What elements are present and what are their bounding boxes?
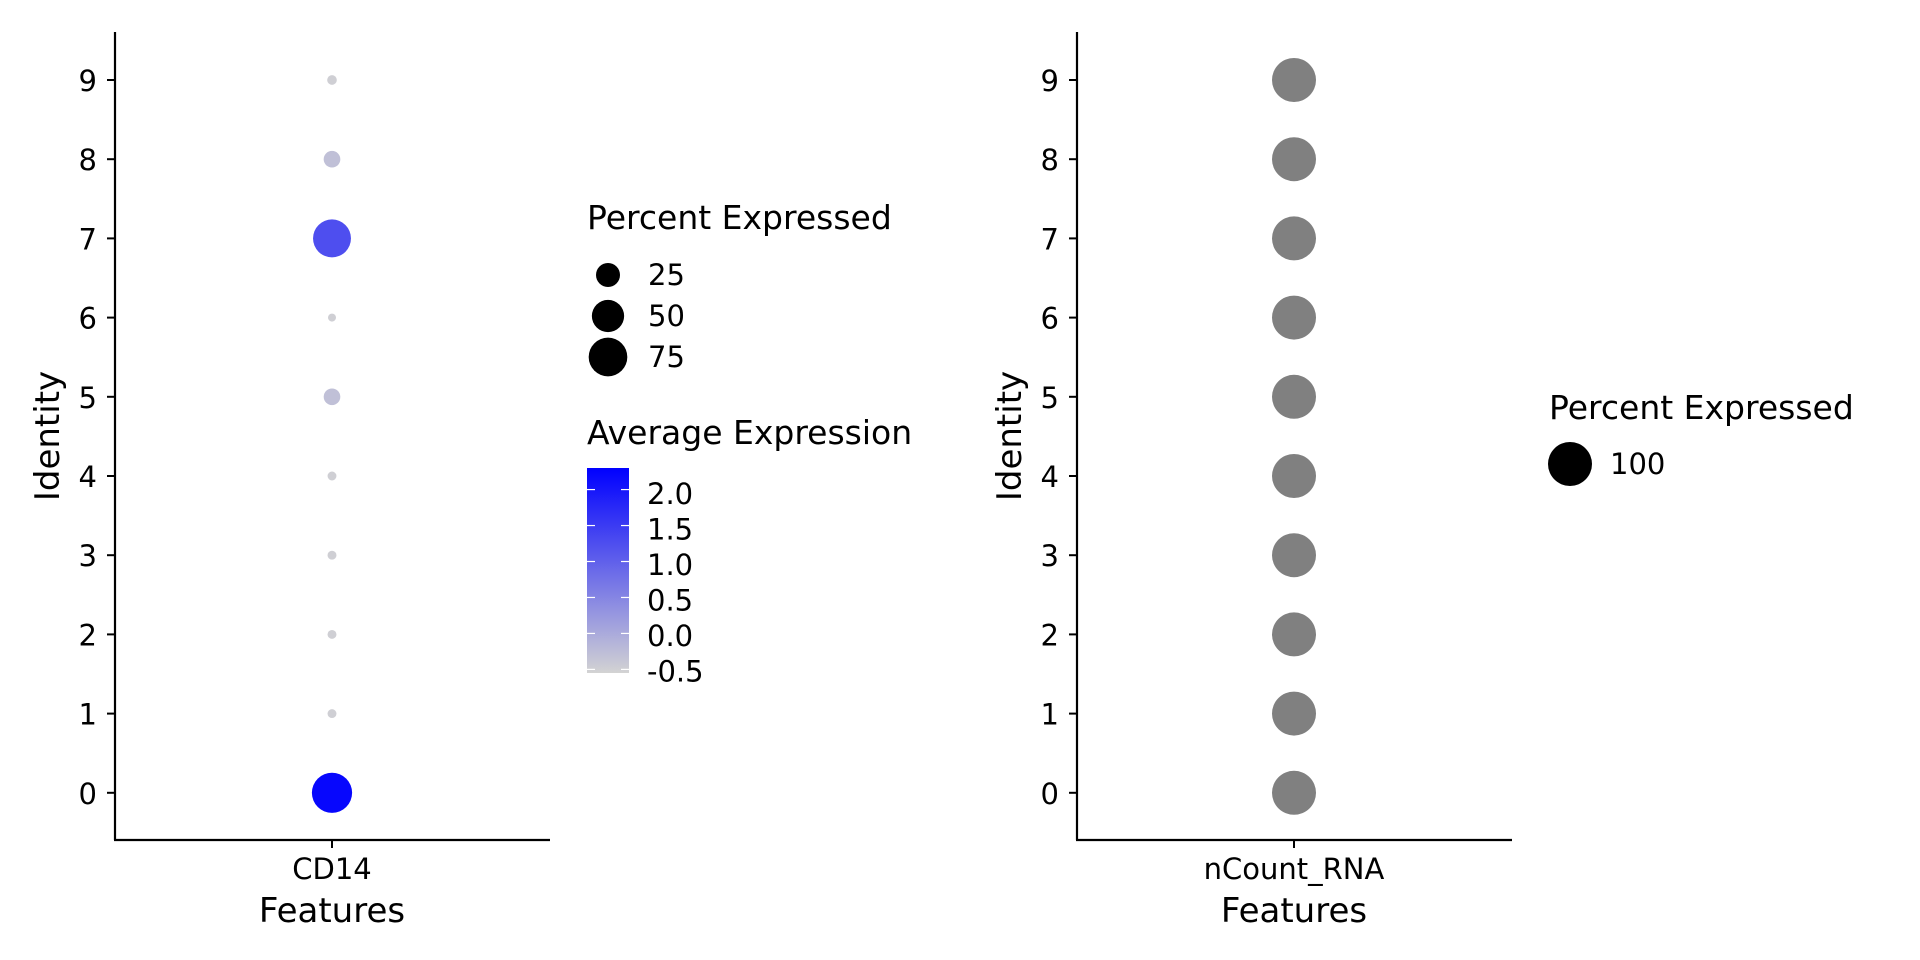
panel-2-y-tick-label: 7 <box>1041 222 1059 256</box>
panel-1-y-axis-title: Identity <box>28 371 68 501</box>
panel-1-y-tick-label: 0 <box>79 777 97 811</box>
size-legend-1-key-dot <box>591 299 625 333</box>
dot-identity-3 <box>1272 533 1316 578</box>
panel-1-x-tick-label: CD14 <box>292 852 371 886</box>
color-legend-bar <box>587 468 629 673</box>
panel-ncount-rna: 0 1 2 3 4 5 6 7 8 9 nCount_RNA Features Identity <box>990 32 1512 931</box>
panel-1-y-tick-label: 3 <box>79 539 97 573</box>
panel-2-y-tick-label: 1 <box>1041 698 1059 732</box>
size-legend-1-title: Percent Expressed <box>587 198 892 237</box>
panel-2-y-tick-label: 2 <box>1041 618 1059 652</box>
dot-identity-1 <box>327 709 337 719</box>
panel-1-y-tick-label: 4 <box>79 460 97 494</box>
panel-1-y-tick-label: 1 <box>79 698 97 732</box>
color-legend-tick-label: 0.5 <box>647 584 693 618</box>
dot-identity-3 <box>327 550 337 560</box>
panel-2-x-tick-label: nCount_RNA <box>1204 852 1385 886</box>
color-legend-ticks: 2.01.51.00.50.0-0.5 <box>587 477 704 689</box>
dot-identity-0 <box>1272 770 1316 815</box>
dot-identity-0 <box>311 772 353 813</box>
panel-2-dots <box>1272 58 1316 815</box>
panel-1-y-ticks: 0 1 2 3 4 5 6 7 8 9 <box>79 64 115 811</box>
size-legend-1-keys: 25 50 75 <box>588 258 685 377</box>
dot-identity-9 <box>1272 58 1316 102</box>
size-legend-1-key-label: 50 <box>648 299 685 333</box>
panel-1-y-tick-label: 6 <box>79 302 97 336</box>
panel-2-y-tick-label: 8 <box>1041 143 1059 177</box>
color-legend-title: Average Expression <box>587 413 912 452</box>
panel-1-x-axis-title: Features <box>259 891 405 931</box>
size-legend-1: Percent Expressed 25 50 75 <box>587 198 892 377</box>
panel-1-y-tick-label: 7 <box>79 222 97 256</box>
panel-1-y-tick-label: 8 <box>79 143 97 177</box>
panel-2-y-tick-label: 0 <box>1041 777 1059 811</box>
panel-2-y-ticks: 0 1 2 3 4 5 6 7 8 9 <box>1041 64 1077 811</box>
size-legend-2-title: Percent Expressed <box>1549 388 1854 427</box>
dot-identity-8 <box>323 150 341 168</box>
dot-identity-7 <box>1272 216 1316 261</box>
panel-2-x-axis-title: Features <box>1221 891 1367 931</box>
color-legend-tick-label: 2.0 <box>647 477 693 511</box>
dot-identity-6 <box>1272 295 1316 340</box>
color-legend-tick-label: 0.0 <box>647 619 693 653</box>
size-legend-1-key-dot <box>588 337 628 377</box>
panel-1-y-tick-label: 2 <box>79 618 97 652</box>
dot-identity-2 <box>327 629 337 639</box>
panel-cd14: 0 1 2 3 4 5 6 7 8 9 CD14 Features Identity <box>28 32 550 931</box>
dot-identity-2 <box>1272 612 1316 657</box>
dot-identity-9 <box>327 75 337 85</box>
dot-identity-5 <box>323 388 341 406</box>
size-legend-2-key-label: 100 <box>1610 447 1665 481</box>
dot-identity-4 <box>327 471 337 481</box>
dot-identity-5 <box>1272 374 1316 419</box>
panel-1-y-tick-label: 9 <box>79 64 97 98</box>
color-legend-tick-label: 1.0 <box>647 548 693 582</box>
dot-identity-8 <box>1272 137 1316 182</box>
panel-1-x-ticks: CD14 <box>292 840 372 886</box>
size-legend-2-keys: 100 <box>1548 442 1665 486</box>
size-legend-1-key-label: 75 <box>648 340 685 374</box>
panel-2-y-tick-label: 5 <box>1041 381 1059 415</box>
dot-identity-6 <box>328 313 336 322</box>
dot-identity-7 <box>313 219 351 258</box>
panel-2-y-tick-label: 4 <box>1041 460 1059 494</box>
size-legend-1-key-dot <box>596 263 620 287</box>
color-legend: Average Expression 2.01.51.00.50.0-0.5 <box>587 413 912 689</box>
panel-1-y-tick-label: 5 <box>79 381 97 415</box>
size-legend-2: Percent Expressed 100 <box>1548 388 1854 486</box>
color-legend-tick-label: 1.5 <box>647 513 693 547</box>
panel-2-y-axis-title: Identity <box>990 371 1030 501</box>
panel-2-y-tick-label: 6 <box>1041 302 1059 336</box>
panel-2-x-ticks: nCount_RNA <box>1204 840 1385 886</box>
panel-2-y-tick-label: 9 <box>1041 64 1059 98</box>
panel-2-y-tick-label: 3 <box>1041 539 1059 573</box>
dot-identity-4 <box>1272 454 1316 498</box>
dot-identity-1 <box>1272 691 1316 736</box>
size-legend-1-key-label: 25 <box>648 258 685 292</box>
color-legend-tick-label: -0.5 <box>647 655 704 689</box>
panel-1-dots <box>311 75 353 813</box>
size-legend-2-key-dot <box>1548 442 1592 486</box>
